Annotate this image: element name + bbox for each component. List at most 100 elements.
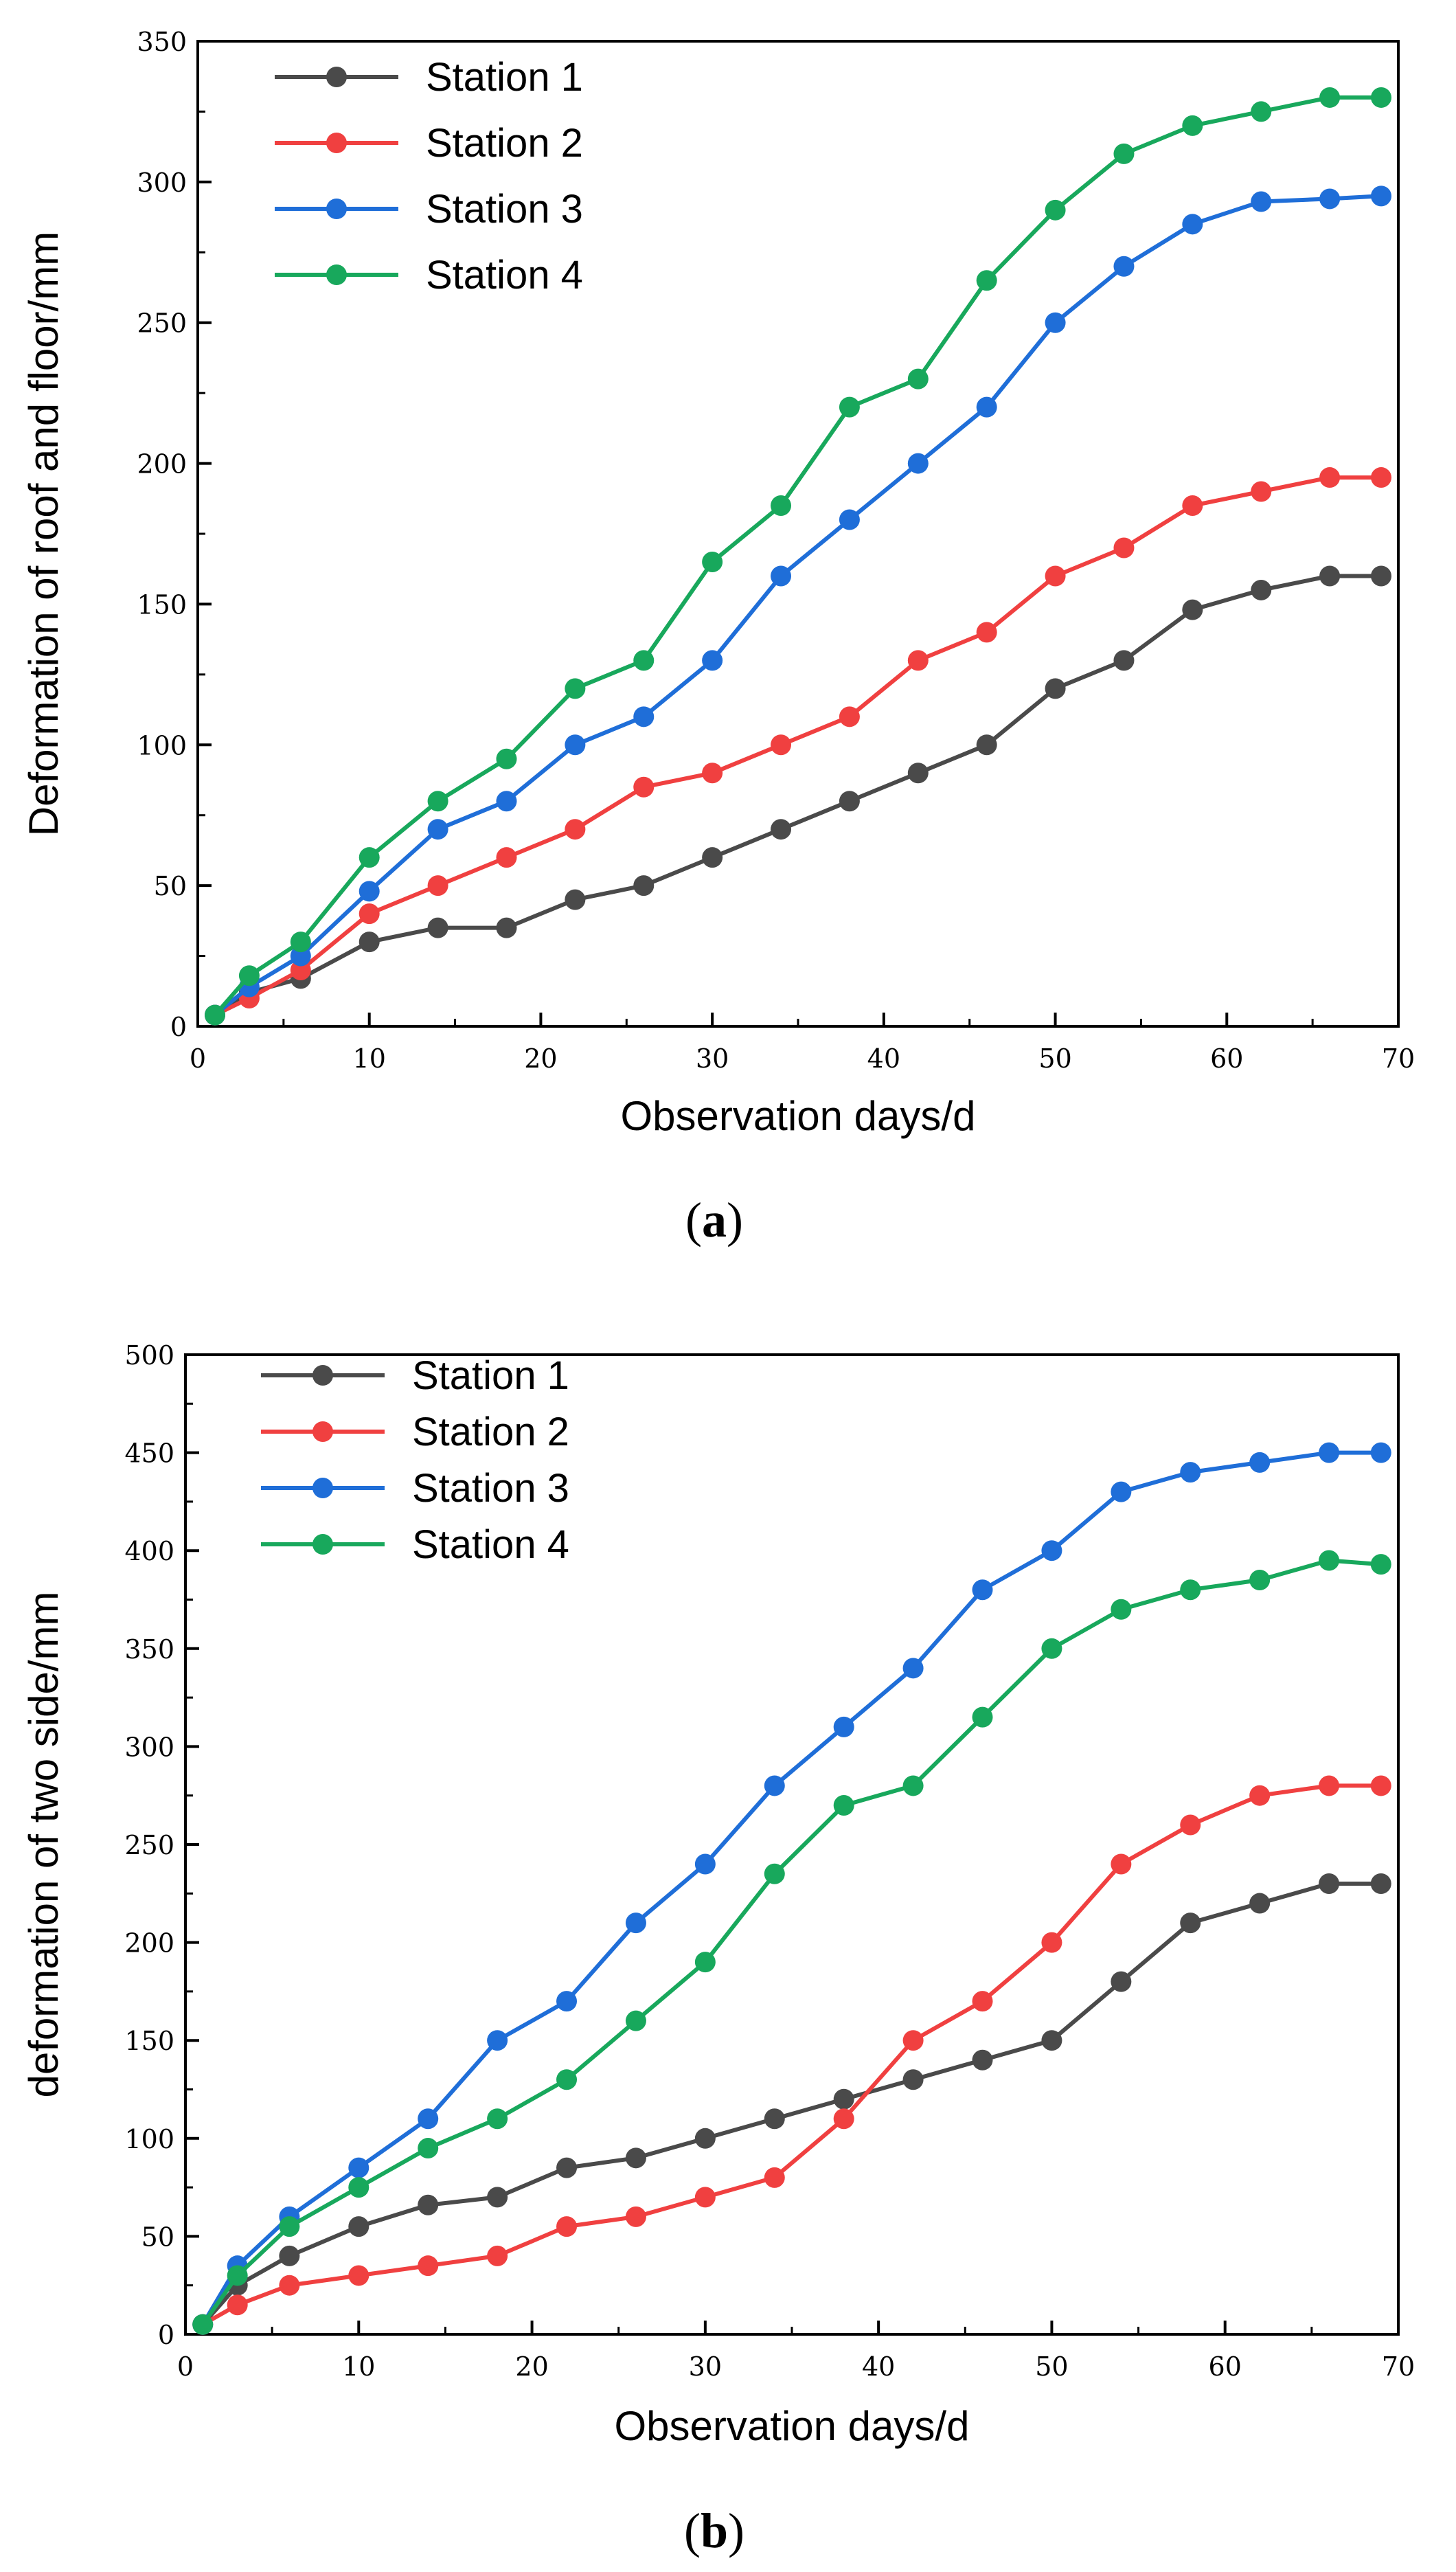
data-point <box>359 932 380 953</box>
legend-label: Station 2 <box>412 1410 569 1454</box>
y-axis-title: deformation of two side/mm <box>21 1592 67 2098</box>
data-point <box>625 1913 646 1934</box>
data-point <box>1319 1442 1340 1463</box>
data-point <box>633 875 655 896</box>
data-point <box>279 2275 300 2296</box>
data-point <box>227 2265 248 2286</box>
x-tick-label: 40 <box>867 1044 900 1074</box>
y-tick-label: 150 <box>137 589 187 620</box>
x-tick-label: 30 <box>696 1044 729 1074</box>
data-point <box>1370 1873 1391 1895</box>
y-tick-label: 100 <box>137 730 187 760</box>
data-point <box>694 1853 716 1875</box>
data-point <box>1371 87 1392 108</box>
y-tick-label: 350 <box>124 1634 174 1665</box>
x-tick-label: 0 <box>177 2351 194 2382</box>
data-point <box>496 748 517 769</box>
data-point <box>625 2147 646 2169</box>
data-point <box>839 791 860 812</box>
legend-label: Station 1 <box>412 1353 569 1398</box>
series-line <box>201 1450 1381 2326</box>
y-tick-label: 100 <box>124 2124 174 2154</box>
y-tick-label: 150 <box>124 2026 174 2056</box>
data-point <box>348 2157 369 2178</box>
data-point <box>279 2216 300 2237</box>
data-point <box>839 396 860 418</box>
panel-caption: (a) <box>685 1193 743 1248</box>
data-point <box>1251 579 1272 600</box>
series-station-3 <box>192 1442 1391 2335</box>
data-point <box>359 903 380 925</box>
data-point <box>1249 1893 1271 1914</box>
data-point <box>496 917 517 938</box>
data-point <box>702 551 723 572</box>
data-point <box>1251 101 1272 122</box>
data-point <box>972 1579 993 1601</box>
series-line <box>214 574 1381 1017</box>
data-point <box>487 2030 508 2051</box>
data-point <box>1319 565 1341 587</box>
data-point <box>907 368 929 390</box>
data-point <box>764 2167 785 2188</box>
data-point <box>694 1952 716 1973</box>
y-tick-label: 350 <box>137 27 187 57</box>
data-point <box>1319 1873 1340 1895</box>
data-point <box>1319 188 1341 210</box>
legend-marker <box>312 1421 333 1442</box>
data-point <box>1370 1442 1391 1463</box>
data-point <box>1180 1579 1201 1601</box>
data-point <box>1319 467 1341 488</box>
data-point <box>556 1991 578 2012</box>
legend-label: Station 3 <box>426 187 583 232</box>
y-tick-label: 0 <box>158 2320 174 2350</box>
data-point <box>348 2177 369 2198</box>
data-point <box>1249 1569 1271 1590</box>
data-point <box>1180 1814 1201 1836</box>
data-point <box>633 650 655 671</box>
data-point <box>565 734 586 756</box>
y-tick-label: 250 <box>137 308 187 339</box>
data-point <box>1041 1932 1062 1953</box>
x-tick-label: 40 <box>862 2351 895 2382</box>
data-point <box>1319 1775 1340 1796</box>
data-point <box>565 889 586 910</box>
data-point <box>1111 1599 1132 1620</box>
plot-frame <box>196 40 1400 1028</box>
data-point <box>764 1863 785 1884</box>
data-point <box>1111 1481 1132 1502</box>
x-tick-label: 50 <box>1038 1044 1071 1074</box>
data-point <box>427 917 448 938</box>
series-station-4 <box>204 87 1392 1026</box>
data-point <box>1041 1638 1062 1659</box>
data-point <box>1182 115 1203 136</box>
data-point <box>764 2108 785 2130</box>
data-point <box>972 2049 993 2071</box>
data-point <box>1045 678 1066 699</box>
data-point <box>902 2030 924 2051</box>
x-tick-label: 50 <box>1035 2351 1068 2382</box>
data-point <box>1045 199 1066 221</box>
y-tick-label: 450 <box>124 1439 174 1469</box>
data-point <box>487 2187 508 2208</box>
data-point <box>348 2216 369 2237</box>
data-point <box>907 453 929 474</box>
data-point <box>418 2194 439 2215</box>
x-axis-title: Observation days/d <box>615 2403 970 2449</box>
data-point <box>702 650 723 671</box>
series-station-1 <box>204 565 1392 1026</box>
data-point <box>359 881 380 902</box>
data-point <box>839 509 860 530</box>
legend-label: Station 3 <box>412 1466 569 1511</box>
data-point <box>902 1658 924 1679</box>
data-point <box>1249 1452 1271 1473</box>
legend: Station 1 Station 2 Station 3 Station 4 <box>275 55 583 297</box>
series-line <box>201 1882 1381 2326</box>
x-axis-title: Observation days/d <box>621 1093 976 1139</box>
data-point <box>833 2108 854 2130</box>
x-tick-label: 10 <box>342 2351 375 2382</box>
series-station-2 <box>204 467 1392 1026</box>
data-point <box>1113 256 1135 277</box>
y-tick-label: 50 <box>154 871 187 901</box>
data-point <box>1370 1554 1391 1575</box>
